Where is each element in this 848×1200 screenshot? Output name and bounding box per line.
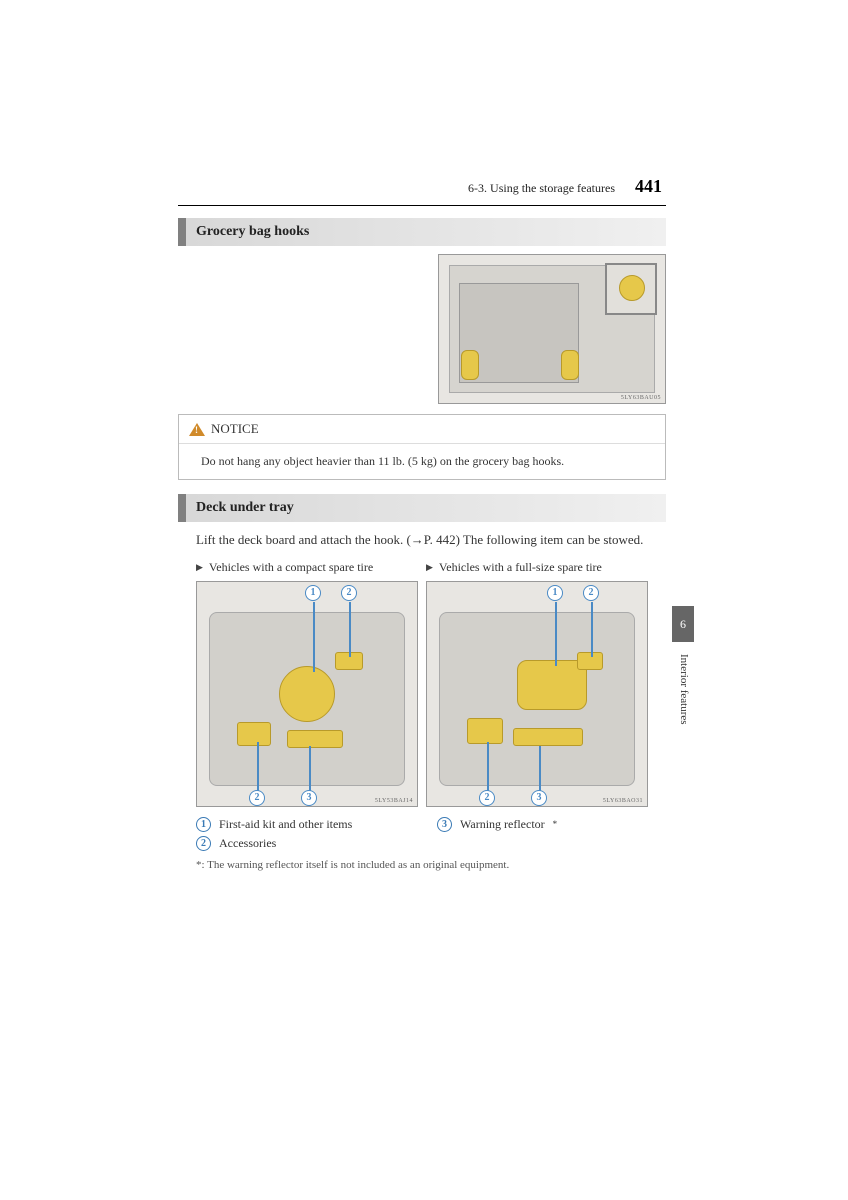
notice-text: Do not hang any object heavier than 11 l…	[179, 444, 665, 479]
section-title-grocery: Grocery bag hooks	[178, 218, 666, 246]
chapter-label: Interior features	[678, 654, 690, 725]
deck-columns: ▶ Vehicles with a compact spare tire 1 2…	[196, 560, 648, 807]
deck-left-label: ▶ Vehicles with a compact spare tire	[196, 560, 418, 575]
notice-box: NOTICE Do not hang any object heavier th…	[178, 414, 666, 480]
image-code-left: 5LY53BAJ14	[375, 798, 413, 804]
warning-icon	[189, 423, 205, 436]
callout-3r: 3	[531, 790, 547, 806]
legend-item-3: 3 Warning reflector *	[437, 817, 648, 832]
legend-item-2: 2 Accessories	[196, 836, 407, 851]
triangle-bullet-icon: ▶	[196, 562, 203, 573]
section-title-deck: Deck under tray	[178, 494, 666, 522]
header-rule	[178, 205, 666, 206]
section-label: 6-3. Using the storage features	[468, 181, 615, 196]
chapter-tab: 6	[672, 606, 694, 642]
deck-left-illustration: 1 2 2 3 5LY53BAJ14	[196, 581, 418, 807]
page-content: 6-3. Using the storage features 441 Groc…	[178, 176, 666, 871]
page-number: 441	[635, 176, 662, 197]
image-code-right: 5LY63BAO31	[603, 798, 643, 804]
asterisk: *	[553, 819, 558, 829]
legend: 1 First-aid kit and other items 2 Access…	[196, 817, 648, 855]
grocery-hooks-illustration: 5LY63BAU05	[438, 254, 666, 404]
legend-num-3: 3	[437, 817, 452, 832]
deck-col-left: ▶ Vehicles with a compact spare tire 1 2…	[196, 560, 418, 807]
callout-2r: 2	[583, 585, 599, 601]
legend-num-1: 1	[196, 817, 211, 832]
callout-2b: 2	[249, 790, 265, 806]
callout-2rb: 2	[479, 790, 495, 806]
deck-intro: Lift the deck board and attach the hook.…	[196, 530, 648, 550]
footnote: *: The warning reflector itself is not i…	[196, 859, 648, 871]
image-code: 5LY63BAU05	[621, 395, 661, 401]
notice-header: NOTICE	[179, 415, 665, 444]
triangle-bullet-icon: ▶	[426, 562, 433, 573]
notice-label: NOTICE	[211, 421, 259, 437]
legend-item-1: 1 First-aid kit and other items	[196, 817, 407, 832]
deck-right-illustration: 1 2 2 3 5LY63BAO31	[426, 581, 648, 807]
callout-1r: 1	[547, 585, 563, 601]
callout-3: 3	[301, 790, 317, 806]
deck-right-label: ▶ Vehicles with a full-size spare tire	[426, 560, 648, 575]
legend-num-2: 2	[196, 836, 211, 851]
deck-col-right: ▶ Vehicles with a full-size spare tire 1…	[426, 560, 648, 807]
page-header: 6-3. Using the storage features 441	[178, 176, 666, 197]
callout-1: 1	[305, 585, 321, 601]
callout-2: 2	[341, 585, 357, 601]
